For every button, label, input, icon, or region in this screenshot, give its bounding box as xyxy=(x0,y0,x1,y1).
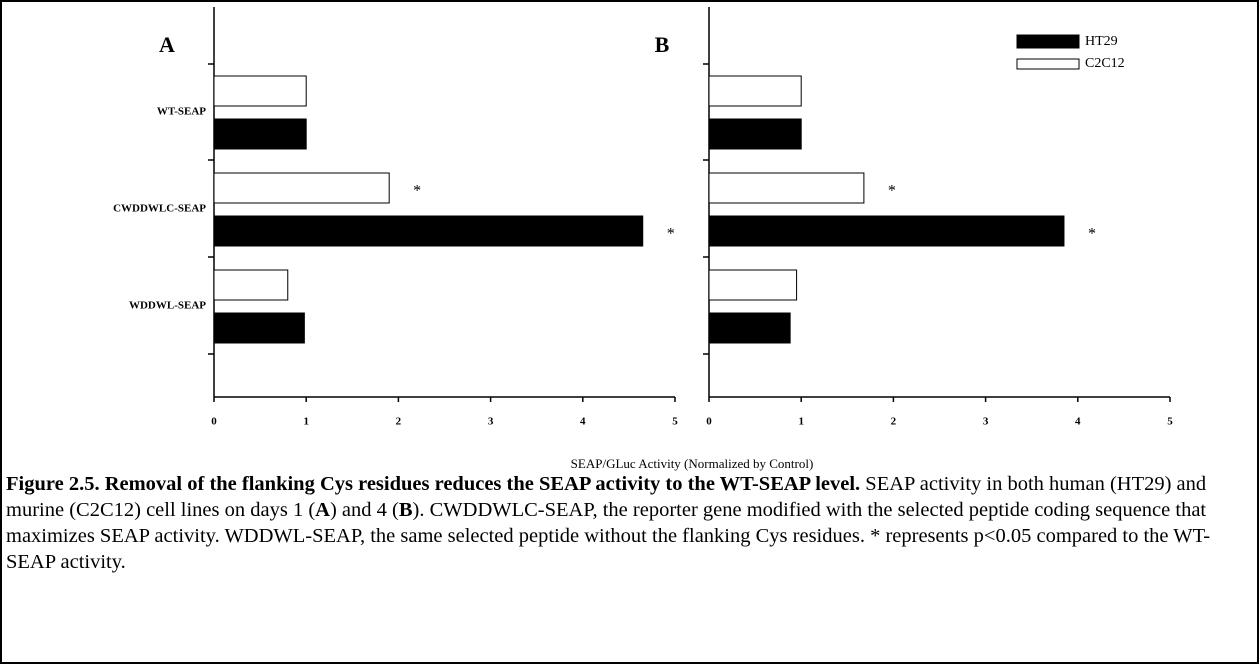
significance-mark: * xyxy=(413,183,421,200)
x-tick-label: 4 xyxy=(580,416,586,428)
x-tick-label: 5 xyxy=(1167,416,1173,428)
y-tick-label: CWDDWLC-SEAP xyxy=(113,203,206,215)
x-tick-label: 0 xyxy=(706,416,712,428)
x-tick-label: 1 xyxy=(303,416,309,428)
significance-mark: * xyxy=(888,183,896,200)
caption: Figure 2.5. Removal of the flanking Cys … xyxy=(6,471,1254,575)
significance-mark: * xyxy=(667,226,675,243)
bar xyxy=(213,172,390,204)
caption-text: Figure 2.5. Removal of the flanking Cys … xyxy=(6,473,861,495)
bar xyxy=(708,215,1065,247)
x-tick-label: 2 xyxy=(891,416,897,428)
x-tick-label: 5 xyxy=(672,416,678,428)
caption-text: SEAP activity in both human (HT29) and m… xyxy=(6,473,1207,521)
caption-text: A xyxy=(315,499,330,521)
legend-swatch xyxy=(1016,34,1080,49)
legend-label: HT29 xyxy=(1085,34,1118,49)
x-tick-label: 2 xyxy=(396,416,402,428)
caption-text: B xyxy=(398,499,413,521)
caption-text: ). CWDDWLC-SEAP, the reporter gene modif… xyxy=(6,499,1211,573)
x-tick-label: 0 xyxy=(211,416,217,428)
x-tick-label: 1 xyxy=(798,416,804,428)
bar xyxy=(708,312,791,344)
panel-label: B xyxy=(655,32,670,57)
bar xyxy=(708,269,798,301)
y-tick-label: WT-SEAP xyxy=(157,106,206,118)
bar xyxy=(213,75,307,107)
legend-swatch xyxy=(1016,58,1080,70)
bar xyxy=(213,215,644,247)
x-tick-label: 3 xyxy=(488,416,494,428)
bar xyxy=(213,118,307,150)
x-tick-label: 3 xyxy=(983,416,989,428)
significance-mark: * xyxy=(1088,226,1096,243)
y-tick-label: WDDWL-SEAP xyxy=(129,300,206,312)
chart: SEAP/GLuc Activity (Normalized by Contro… xyxy=(113,7,1173,471)
bar xyxy=(708,172,865,204)
caption-text: ) and 4 ( xyxy=(329,499,399,521)
bar xyxy=(213,269,289,301)
bar xyxy=(708,75,802,107)
bar xyxy=(708,118,802,150)
bar xyxy=(213,312,305,344)
legend-label: C2C12 xyxy=(1085,56,1125,71)
x-axis-label: SEAP/GLuc Activity (Normalized by Contro… xyxy=(571,456,814,471)
x-tick-label: 4 xyxy=(1075,416,1081,428)
panel-label: A xyxy=(159,32,175,57)
